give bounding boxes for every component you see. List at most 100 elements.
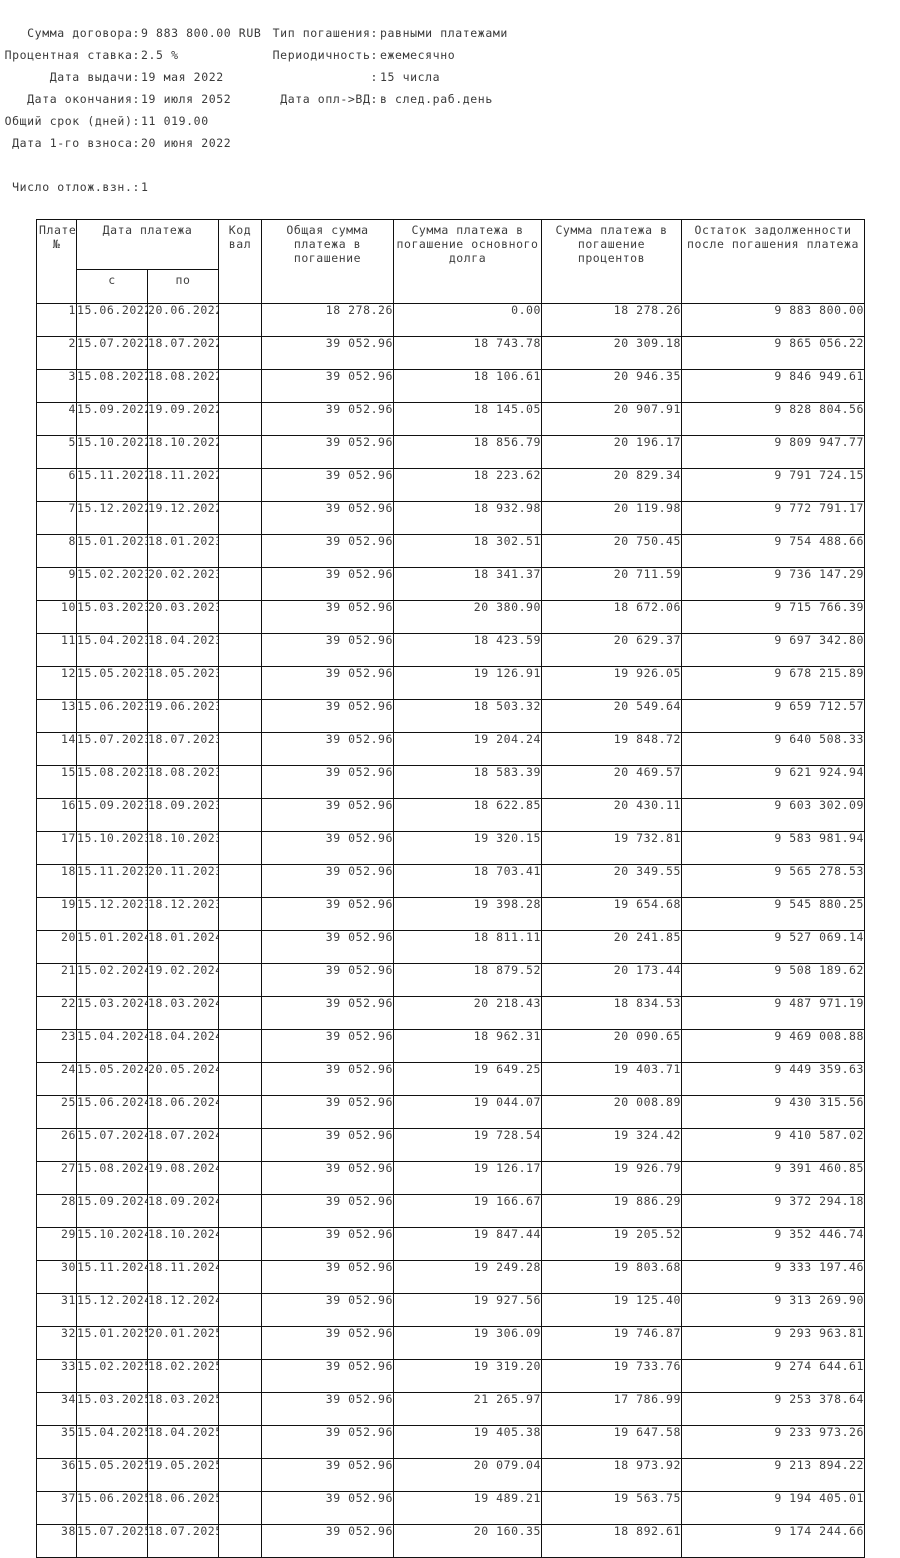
- payment-schedule-table-wrapper: Платеж № Дата платежа Код вал Общая сумм…: [36, 219, 865, 1558]
- principal-payment-cell: 19 728.54: [393, 1128, 542, 1162]
- total-term-days-value: 11 019.00: [141, 114, 209, 128]
- date-from-cell: 15.03.2025: [76, 1392, 148, 1426]
- principal-payment-cell: 19 044.07: [393, 1095, 542, 1129]
- currency-code-cell: [218, 369, 262, 403]
- remaining-balance-cell: 9 659 712.57: [681, 699, 865, 733]
- date-from-cell: 15.11.2024: [76, 1260, 148, 1294]
- payment-number-cell: 30: [36, 1260, 77, 1294]
- payment-number-cell: 11: [36, 633, 77, 667]
- payment-number-cell: 14: [36, 732, 77, 766]
- payment-number-cell: 6: [36, 468, 77, 502]
- currency-code-cell: [218, 963, 262, 997]
- end-date-label: Дата окончания:: [27, 92, 140, 106]
- first-payment-date-label: Дата 1-го взноса:: [12, 136, 140, 150]
- date-from-cell: 15.08.2023: [76, 765, 148, 799]
- interest-payment-cell: 20 241.85: [541, 930, 682, 964]
- periodicity-value: ежемесячно: [380, 48, 456, 62]
- interest-payment-cell: 18 278.26: [541, 303, 682, 337]
- principal-payment-cell: 18 811.11: [393, 930, 542, 964]
- summary-row: Дата 1-го взноса: 20 июня 2022: [0, 132, 900, 154]
- col-header-date-to: по: [147, 269, 219, 304]
- date-from-cell: 15.05.2023: [76, 666, 148, 700]
- principal-payment-cell: 19 320.15: [393, 831, 542, 865]
- remaining-balance-cell: 9 697 342.80: [681, 633, 865, 667]
- remaining-balance-cell: 9 583 981.94: [681, 831, 865, 865]
- total-payment-cell: 39 052.96: [261, 402, 394, 436]
- total-payment-cell: 39 052.96: [261, 1425, 394, 1459]
- summary-row: Сумма договора: 9 883 800.00 RUB Тип пог…: [0, 22, 900, 44]
- summary-row: Процентная ставка: 2.5 % Периодичность: …: [0, 44, 900, 66]
- remaining-balance-cell: 9 754 488.66: [681, 534, 865, 568]
- date-from-cell: 15.03.2023: [76, 600, 148, 634]
- summary-row: Дата окончания: 19 июля 2052 Дата опл->В…: [0, 88, 900, 110]
- periodicity-label: Периодичность:: [272, 48, 378, 62]
- remaining-balance-cell: 9 372 294.18: [681, 1194, 865, 1228]
- interest-payment-cell: 20 119.98: [541, 501, 682, 535]
- interest-payment-cell: 19 732.81: [541, 831, 682, 865]
- payment-number-cell: 13: [36, 699, 77, 733]
- col-header-payment-number: Платеж №: [36, 219, 77, 304]
- table-row: 26 15.07.2024 18.07.2024 39 052.96 19 728.54…: [36, 1128, 865, 1162]
- currency-code-cell: [218, 831, 262, 865]
- repayment-type-value: равными платежами: [380, 26, 508, 40]
- principal-payment-cell: 18 622.85: [393, 798, 542, 832]
- currency-code-cell: [218, 1491, 262, 1525]
- principal-payment-cell: 18 856.79: [393, 435, 542, 469]
- payment-number-cell: 32: [36, 1326, 77, 1360]
- loan-summary-block: Сумма договора: 9 883 800.00 RUB Тип пог…: [0, 22, 900, 202]
- currency-code-cell: [218, 930, 262, 964]
- deferred-payments-count-label: Число отлож.взн.:: [12, 180, 140, 194]
- payment-number-cell: 7: [36, 501, 77, 535]
- date-from-cell: 15.09.2022: [76, 402, 148, 436]
- currency-code-cell: [218, 1326, 262, 1360]
- total-payment-cell: 39 052.96: [261, 1458, 394, 1492]
- date-from-cell: 15.04.2025: [76, 1425, 148, 1459]
- payment-number-cell: 22: [36, 996, 77, 1030]
- payment-number-cell: 20: [36, 930, 77, 964]
- table-row: 9 15.02.2023 20.02.2023 39 052.96 18 341.37 2…: [36, 567, 865, 601]
- payment-number-cell: 29: [36, 1227, 77, 1261]
- date-from-cell: 15.09.2024: [76, 1194, 148, 1228]
- payment-number-cell: 5: [36, 435, 77, 469]
- remaining-balance-cell: 9 313 269.90: [681, 1293, 865, 1327]
- principal-payment-cell: 18 932.98: [393, 501, 542, 535]
- remaining-balance-cell: 9 565 278.53: [681, 864, 865, 898]
- currency-code-cell: [218, 1095, 262, 1129]
- table-row: 4 15.09.2022 19.09.2022 39 052.96 18 145.05 2…: [36, 402, 865, 436]
- principal-payment-cell: 19 405.38: [393, 1425, 542, 1459]
- remaining-balance-cell: 9 410 587.02: [681, 1128, 865, 1162]
- remaining-balance-cell: 9 736 147.29: [681, 567, 865, 601]
- table-row: 28 15.09.2024 18.09.2024 39 052.96 19 166.67…: [36, 1194, 865, 1228]
- date-to-cell: 19.02.2024: [147, 963, 219, 997]
- payment-schedule-table: Платеж № Дата платежа Код вал Общая сумм…: [36, 219, 865, 1558]
- date-from-cell: 15.07.2025: [76, 1524, 148, 1558]
- table-header-row-primary: Платеж № Дата платежа Код вал Общая сумм…: [36, 219, 865, 304]
- principal-payment-cell: 18 879.52: [393, 963, 542, 997]
- table-row: 7 15.12.2022 19.12.2022 39 052.96 18 932.98 2…: [36, 501, 865, 535]
- date-from-cell: 15.10.2022: [76, 435, 148, 469]
- interest-payment-cell: 19 926.05: [541, 666, 682, 700]
- payment-number-cell: 1: [36, 303, 77, 337]
- currency-code-cell: [218, 732, 262, 766]
- date-to-cell: 18.07.2024: [147, 1128, 219, 1162]
- table-row: 15 15.08.2023 18.08.2023 39 052.96 18 583.39…: [36, 765, 865, 799]
- table-row: 25 15.06.2024 18.06.2024 39 052.96 19 044.07…: [36, 1095, 865, 1129]
- principal-payment-cell: 19 126.17: [393, 1161, 542, 1195]
- date-to-cell: 18.06.2025: [147, 1491, 219, 1525]
- remaining-balance-cell: 9 527 069.14: [681, 930, 865, 964]
- interest-payment-cell: 19 848.72: [541, 732, 682, 766]
- interest-payment-cell: 20 946.35: [541, 369, 682, 403]
- interest-payment-cell: 20 750.45: [541, 534, 682, 568]
- principal-payment-cell: 18 341.37: [393, 567, 542, 601]
- remaining-balance-cell: 9 545 880.25: [681, 897, 865, 931]
- table-header-row-secondary: с по: [37, 269, 865, 304]
- col-header-payment-date: Дата платежа: [76, 219, 219, 270]
- interest-payment-cell: 20 907.91: [541, 402, 682, 436]
- payment-number-cell: 8: [36, 534, 77, 568]
- payment-day-value: 15 числа: [380, 70, 441, 84]
- interest-payment-cell: 20 711.59: [541, 567, 682, 601]
- payment-shift-label: Дата опл->ВД:: [280, 92, 378, 106]
- interest-payment-cell: 19 803.68: [541, 1260, 682, 1294]
- principal-payment-cell: 20 079.04: [393, 1458, 542, 1492]
- total-payment-cell: 39 052.96: [261, 1524, 394, 1558]
